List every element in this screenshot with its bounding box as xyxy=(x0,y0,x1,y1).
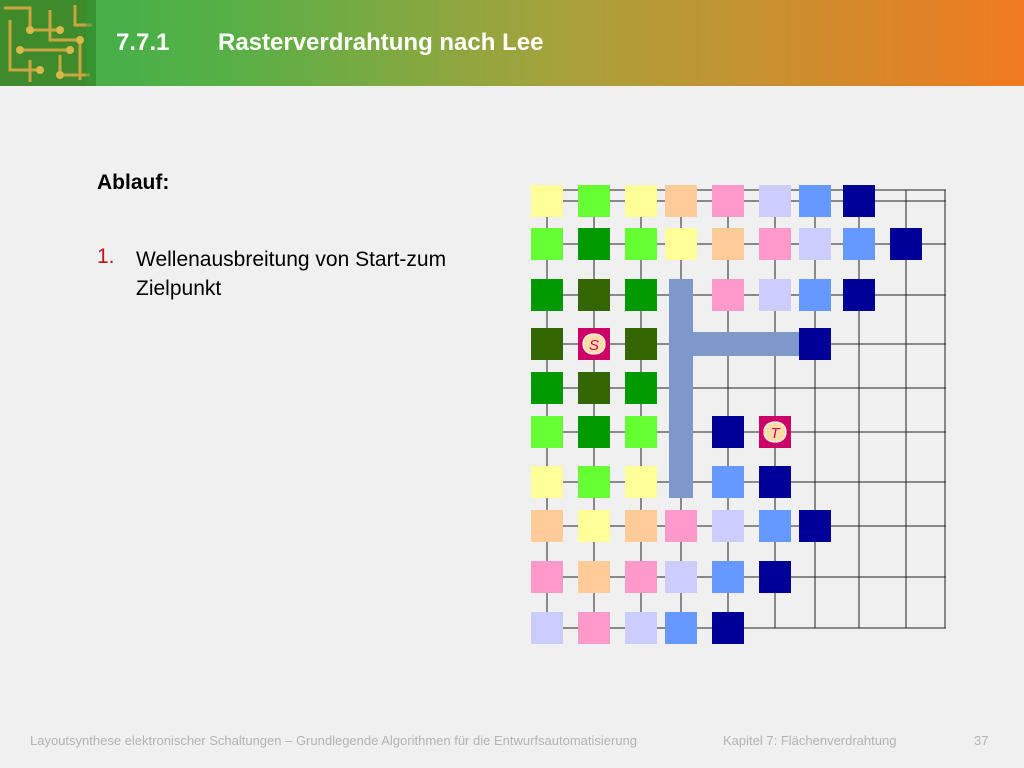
wave-cell xyxy=(625,561,657,593)
wave-cell xyxy=(759,228,791,260)
wave-cell xyxy=(712,185,744,217)
backtrace-path-vertical xyxy=(669,279,693,498)
wave-cell xyxy=(759,561,791,593)
wave-cell xyxy=(712,228,744,260)
footer-course: Layoutsynthese elektronischer Schaltunge… xyxy=(30,733,638,748)
wave-cell xyxy=(531,372,563,404)
wave-cell xyxy=(531,185,563,217)
wave-cell xyxy=(578,279,610,311)
wave-cell xyxy=(665,612,697,644)
circuit-board-logo xyxy=(0,0,96,86)
section-number: 7.7.1 xyxy=(116,29,170,56)
footer-chapter: Kapitel 7: Flächenverdrahtung xyxy=(723,733,897,748)
wave-cell xyxy=(665,185,697,217)
wave-cell xyxy=(799,279,831,311)
wave-cell xyxy=(531,466,563,498)
slide-title: Rasterverdrahtung nach Lee xyxy=(218,29,544,56)
wave-cell xyxy=(531,510,563,542)
wave-cell xyxy=(578,185,610,217)
source-marker-bg xyxy=(582,333,606,355)
wave-cell xyxy=(531,416,563,448)
wave-cell xyxy=(531,561,563,593)
wave-cell xyxy=(712,466,744,498)
wave-cell xyxy=(625,228,657,260)
list-item-number: 1. xyxy=(97,245,115,268)
wave-cell xyxy=(843,279,875,311)
wave-cell xyxy=(531,612,563,644)
wave-cell xyxy=(759,185,791,217)
target-marker-bg xyxy=(763,421,787,443)
wave-cell xyxy=(712,561,744,593)
wave-cell xyxy=(531,228,563,260)
title-bar: 7.7.1 Rasterverdrahtung nach Lee xyxy=(0,0,1024,86)
wave-cell xyxy=(578,416,610,448)
wave-cell xyxy=(759,279,791,311)
wave-cell xyxy=(665,561,697,593)
wave-cell xyxy=(531,279,563,311)
target-label: T xyxy=(770,425,781,442)
wave-cell xyxy=(578,372,610,404)
wave-cell xyxy=(759,510,791,542)
wave-cell xyxy=(843,185,875,217)
wave-cell xyxy=(578,612,610,644)
wave-cell xyxy=(712,612,744,644)
wave-cell xyxy=(625,466,657,498)
wave-cell xyxy=(625,510,657,542)
wave-cell xyxy=(799,328,831,360)
wave-cell xyxy=(531,328,563,360)
backtrace-path-horizontal xyxy=(669,332,799,356)
wave-cell xyxy=(625,416,657,448)
wave-cell xyxy=(712,510,744,542)
wave-cell xyxy=(625,279,657,311)
wave-cell xyxy=(799,185,831,217)
wave-cell xyxy=(759,466,791,498)
wave-cell xyxy=(625,328,657,360)
wave-cell xyxy=(712,416,744,448)
wave-cell xyxy=(578,561,610,593)
wave-cell xyxy=(843,228,875,260)
wave-cell xyxy=(625,612,657,644)
wave-cell xyxy=(799,510,831,542)
wave-cell xyxy=(625,372,657,404)
source-label: S xyxy=(589,337,599,354)
wave-cell xyxy=(578,466,610,498)
wave-cell xyxy=(665,228,697,260)
wave-cell xyxy=(578,510,610,542)
wave-cell xyxy=(578,228,610,260)
list-item-text: Wellenausbreitung von Start-zum Zielpunk… xyxy=(136,248,447,300)
wave-cell xyxy=(799,228,831,260)
wave-cell xyxy=(890,228,922,260)
footer-page-number: 37 xyxy=(974,733,989,748)
content-heading: Ablauf: xyxy=(97,171,170,194)
wave-cell xyxy=(665,510,697,542)
wave-cell xyxy=(712,279,744,311)
wave-cell xyxy=(625,185,657,217)
